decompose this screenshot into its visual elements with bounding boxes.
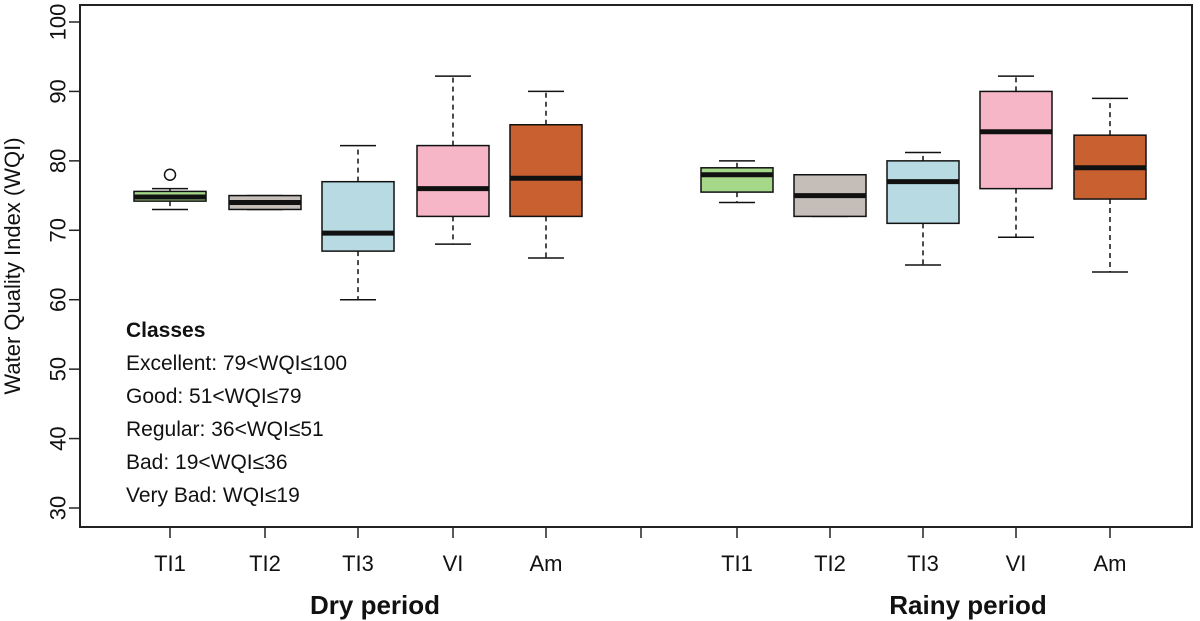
box-vi xyxy=(416,144,490,218)
legend-item-bad: Bad: 19<WQI≤36 xyxy=(126,451,288,474)
x-tick-label: VI xyxy=(443,551,464,576)
x-tick-label: TI3 xyxy=(907,551,939,576)
y-tick-label: 70 xyxy=(46,218,71,242)
legend-item-regular: Regular: 36<WQI≤51 xyxy=(126,418,324,441)
x-tick-label: Am xyxy=(1094,551,1127,576)
y-axis: 30 40 50 60 70 80 90 100 xyxy=(46,4,80,520)
legend-item-very-bad: Very Bad: WQI≤19 xyxy=(126,484,300,507)
x-tick-label: Am xyxy=(530,551,563,576)
boxes xyxy=(133,75,1147,301)
x-tick-label: TI2 xyxy=(249,551,281,576)
x-tick-label: TI3 xyxy=(342,551,374,576)
outlier-point xyxy=(163,168,177,181)
legend-title: Classes xyxy=(126,319,205,342)
legend: Classes Excellent: 79<WQI≤100 Good: 51<W… xyxy=(126,319,347,507)
y-tick-label: 30 xyxy=(46,496,71,520)
y-tick-label: 60 xyxy=(46,287,71,311)
x-tick-label: TI1 xyxy=(721,551,753,576)
box-ti3 xyxy=(321,180,395,252)
x-tick-label: VI xyxy=(1006,551,1027,576)
x-tick-label: TI2 xyxy=(814,551,846,576)
y-axis-title: Water Quality Index (WQI) xyxy=(0,137,25,394)
group-label-dry: Dry period xyxy=(310,590,440,620)
x-tick-label: TI1 xyxy=(154,551,186,576)
y-tick-label: 90 xyxy=(46,79,71,103)
y-tick-label: 40 xyxy=(46,426,71,450)
y-tick-label: 100 xyxy=(46,4,71,41)
box-vi xyxy=(979,90,1053,190)
legend-item-good: Good: 51<WQI≤79 xyxy=(126,385,302,408)
box-ti1 xyxy=(700,167,774,193)
box-ti3 xyxy=(886,160,960,225)
y-tick-label: 50 xyxy=(46,357,71,381)
group-label-rainy: Rainy period xyxy=(889,590,1046,620)
box-am xyxy=(509,124,583,218)
plot-frame xyxy=(79,4,1193,528)
legend-item-excellent: Excellent: 79<WQI≤100 xyxy=(126,352,347,375)
x-axis: TI1 TI2 TI3 VI Am TI1 TI2 TI3 VI Am xyxy=(154,527,1127,576)
y-tick-label: 80 xyxy=(46,149,71,173)
